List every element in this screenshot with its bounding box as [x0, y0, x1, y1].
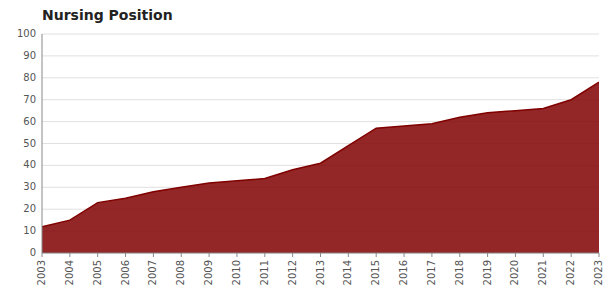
x-tick-label: 2003: [36, 260, 47, 285]
x-tick: [97, 253, 98, 257]
x-tick-label: 2012: [287, 260, 298, 285]
x-tick-label: 2008: [175, 260, 186, 285]
x-tick: [599, 253, 600, 257]
x-tick: [459, 253, 460, 257]
x-tick: [571, 253, 572, 257]
x-tick: [292, 253, 293, 257]
x-tick: [348, 253, 349, 257]
axes: [42, 34, 599, 253]
x-tick: [181, 253, 182, 257]
x-tick-label: 2020: [509, 260, 520, 285]
x-axis: 2003 2004 2005 2006 2007 2008 2009 2010 2011 2012…: [36, 253, 604, 285]
chart-title: Nursing Position: [42, 7, 173, 23]
x-tick-label: 2005: [92, 260, 103, 285]
x-tick-label: 2010: [231, 260, 242, 285]
x-tick-label: 2006: [120, 260, 131, 285]
x-tick-label: 2018: [454, 260, 465, 285]
x-tick-label: 2007: [147, 260, 158, 285]
x-tick: [236, 253, 237, 257]
x-tick: [404, 253, 405, 257]
x-tick-label: 2009: [203, 260, 214, 285]
y-tick-label: 100: [17, 28, 36, 39]
x-tick: [42, 253, 43, 257]
y-tick-label: 20: [23, 203, 36, 214]
area: [42, 82, 599, 253]
plot-area: [42, 82, 599, 253]
x-tick: [69, 253, 70, 257]
grid-line: [42, 99, 599, 100]
x-tick: [543, 253, 544, 257]
x-tick: [431, 253, 432, 257]
x-tick-label: 2021: [537, 260, 548, 285]
x-tick: [264, 253, 265, 257]
line: [42, 82, 599, 227]
x-tick-label: 2014: [342, 260, 353, 285]
x-tick-label: 2004: [64, 260, 75, 285]
y-tick-label: 60: [23, 116, 36, 127]
x-tick: [125, 253, 126, 257]
x-tick-label: 2011: [259, 260, 270, 285]
y-tick-label: 50: [23, 138, 36, 149]
x-tick-label: 2017: [426, 260, 437, 285]
y-tick-label: 90: [23, 50, 36, 61]
y-tick-label: 30: [23, 181, 36, 192]
y-axis: 0 10 20 30 40 50 60 70 80 90 100: [17, 28, 599, 258]
grid-line: [42, 55, 599, 56]
y-tick-label: 80: [23, 72, 36, 83]
x-tick: [487, 253, 488, 257]
chart-container: Nursing Position 0 10 20 30 40 50 60 70 80 90 100 20…: [0, 0, 615, 299]
x-tick-label: 2013: [315, 260, 326, 285]
grid-line: [42, 77, 599, 78]
x-tick: [209, 253, 210, 257]
y-axis-line: [42, 34, 43, 253]
y-tick-label: 70: [23, 94, 36, 105]
x-tick-label: 2023: [593, 260, 604, 285]
x-tick-label: 2016: [398, 260, 409, 285]
grid-line: [42, 34, 599, 35]
y-tick-label: 0: [30, 247, 36, 258]
x-tick: [320, 253, 321, 257]
chart-svg: Nursing Position 0 10 20 30 40 50 60 70 80 90 100 20…: [0, 0, 615, 299]
y-tick-label: 10: [23, 225, 36, 236]
y-tick-label: 40: [23, 159, 36, 170]
x-tick: [376, 253, 377, 257]
x-tick-label: 2015: [370, 260, 381, 285]
x-tick-label: 2019: [482, 260, 493, 285]
x-tick: [153, 253, 154, 257]
x-tick-label: 2022: [565, 260, 576, 285]
x-tick: [515, 253, 516, 257]
